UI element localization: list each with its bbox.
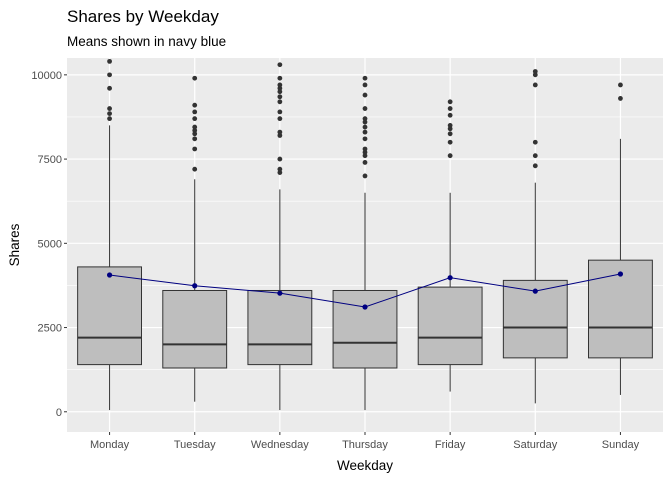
box-friday bbox=[417, 99, 483, 392]
x-tick-label: Thursday bbox=[342, 439, 388, 451]
outlier-point bbox=[447, 126, 453, 132]
outlier-point bbox=[192, 131, 198, 137]
outlier-point bbox=[277, 129, 283, 135]
y-tick-label: 0 bbox=[56, 407, 62, 419]
mean-point bbox=[277, 290, 283, 296]
outlier-point bbox=[532, 139, 538, 145]
outlier-point bbox=[107, 111, 112, 116]
mean-point bbox=[532, 288, 538, 294]
outlier-point bbox=[192, 136, 198, 142]
outlier-point bbox=[362, 149, 368, 155]
box-body bbox=[417, 286, 483, 366]
y-axis-title: Shares bbox=[7, 223, 22, 266]
outlier-point bbox=[362, 82, 368, 88]
outlier-point bbox=[532, 72, 538, 78]
outlier-point bbox=[362, 129, 368, 135]
box-body bbox=[77, 266, 143, 366]
outlier-point bbox=[447, 131, 453, 137]
mean-point bbox=[362, 304, 368, 310]
outlier-point bbox=[447, 112, 453, 118]
outlier-point bbox=[192, 116, 198, 122]
boxes bbox=[77, 58, 653, 411]
outlier-point bbox=[192, 75, 198, 81]
x-tick-label: Wednesday bbox=[251, 439, 309, 451]
y-tick-label: 10000 bbox=[31, 70, 62, 82]
x-axis-title: Weekday bbox=[337, 458, 393, 473]
outlier-point bbox=[362, 119, 368, 125]
box-saturday bbox=[502, 69, 568, 404]
mean-point bbox=[617, 271, 624, 277]
outlier-point bbox=[532, 153, 538, 159]
x-tick-label: Monday bbox=[90, 439, 130, 451]
mean-point bbox=[106, 272, 113, 278]
mean-point bbox=[192, 283, 198, 289]
outlier-point bbox=[447, 106, 453, 111]
x-tick-label: Sunday bbox=[602, 439, 640, 451]
outlier-point bbox=[277, 89, 283, 95]
outlier-point bbox=[192, 124, 198, 130]
outlier-point bbox=[107, 58, 112, 64]
box-body bbox=[162, 289, 228, 369]
outlier-point bbox=[362, 160, 368, 165]
outlier-point bbox=[192, 146, 198, 152]
x-tick-label: Saturday bbox=[513, 439, 558, 451]
outlier-point bbox=[277, 166, 283, 172]
mean-markers bbox=[106, 271, 624, 310]
outlier-point bbox=[532, 69, 538, 74]
x-axis: Monday Tuesday Wednesday Thursday Friday Satu… bbox=[90, 432, 640, 451]
box-body bbox=[247, 289, 313, 366]
chart-title: Shares by Weekday bbox=[67, 7, 219, 26]
chart-subtitle: Means shown in navy blue bbox=[67, 34, 226, 49]
outlier-point bbox=[107, 72, 112, 78]
box-wednesday bbox=[247, 62, 313, 411]
outlier-point bbox=[192, 109, 198, 115]
outlier-point bbox=[618, 82, 623, 88]
outlier-point bbox=[362, 106, 368, 111]
mean-point bbox=[447, 275, 453, 281]
outlier-point bbox=[362, 153, 368, 159]
box-body bbox=[332, 289, 398, 369]
outlier-point bbox=[277, 109, 283, 115]
outlier-point bbox=[447, 153, 453, 159]
outlier-point bbox=[362, 146, 368, 152]
outlier-point bbox=[192, 166, 198, 172]
outlier-point bbox=[277, 85, 283, 91]
y-axis: 0 2500 5000 7500 10000 bbox=[31, 70, 67, 419]
x-tick-label: Tuesday bbox=[174, 439, 216, 451]
outlier-point bbox=[362, 136, 368, 142]
outlier-point bbox=[277, 82, 283, 88]
outlier-point bbox=[192, 128, 198, 133]
outlier-point bbox=[277, 156, 283, 162]
box-body bbox=[502, 279, 568, 359]
outlier-point bbox=[277, 94, 283, 100]
outlier-point bbox=[447, 139, 453, 145]
outlier-point bbox=[277, 116, 283, 122]
outlier-point bbox=[362, 92, 368, 98]
box-tuesday bbox=[162, 75, 228, 402]
outlier-point bbox=[362, 116, 368, 122]
y-tick-label: 2500 bbox=[38, 323, 62, 335]
outlier-point bbox=[277, 75, 283, 81]
outlier-point bbox=[277, 170, 283, 175]
x-tick-label: Friday bbox=[435, 439, 466, 451]
outlier-point bbox=[447, 99, 453, 105]
outlier-point bbox=[362, 124, 368, 130]
y-tick-label: 5000 bbox=[38, 238, 62, 250]
y-tick-label: 7500 bbox=[38, 154, 62, 166]
outlier-point bbox=[277, 62, 283, 68]
outlier-point bbox=[107, 85, 112, 91]
outlier-point bbox=[107, 106, 112, 111]
outlier-point bbox=[277, 99, 283, 105]
outlier-point bbox=[107, 116, 112, 122]
outlier-point bbox=[532, 82, 538, 88]
outlier-point bbox=[532, 163, 538, 169]
outlier-point bbox=[447, 122, 453, 128]
outlier-point bbox=[192, 102, 198, 108]
box-monday bbox=[77, 58, 143, 411]
outlier-point bbox=[277, 133, 283, 138]
outlier-point bbox=[618, 96, 623, 101]
outlier-point bbox=[362, 75, 368, 81]
outlier-point bbox=[362, 173, 368, 179]
